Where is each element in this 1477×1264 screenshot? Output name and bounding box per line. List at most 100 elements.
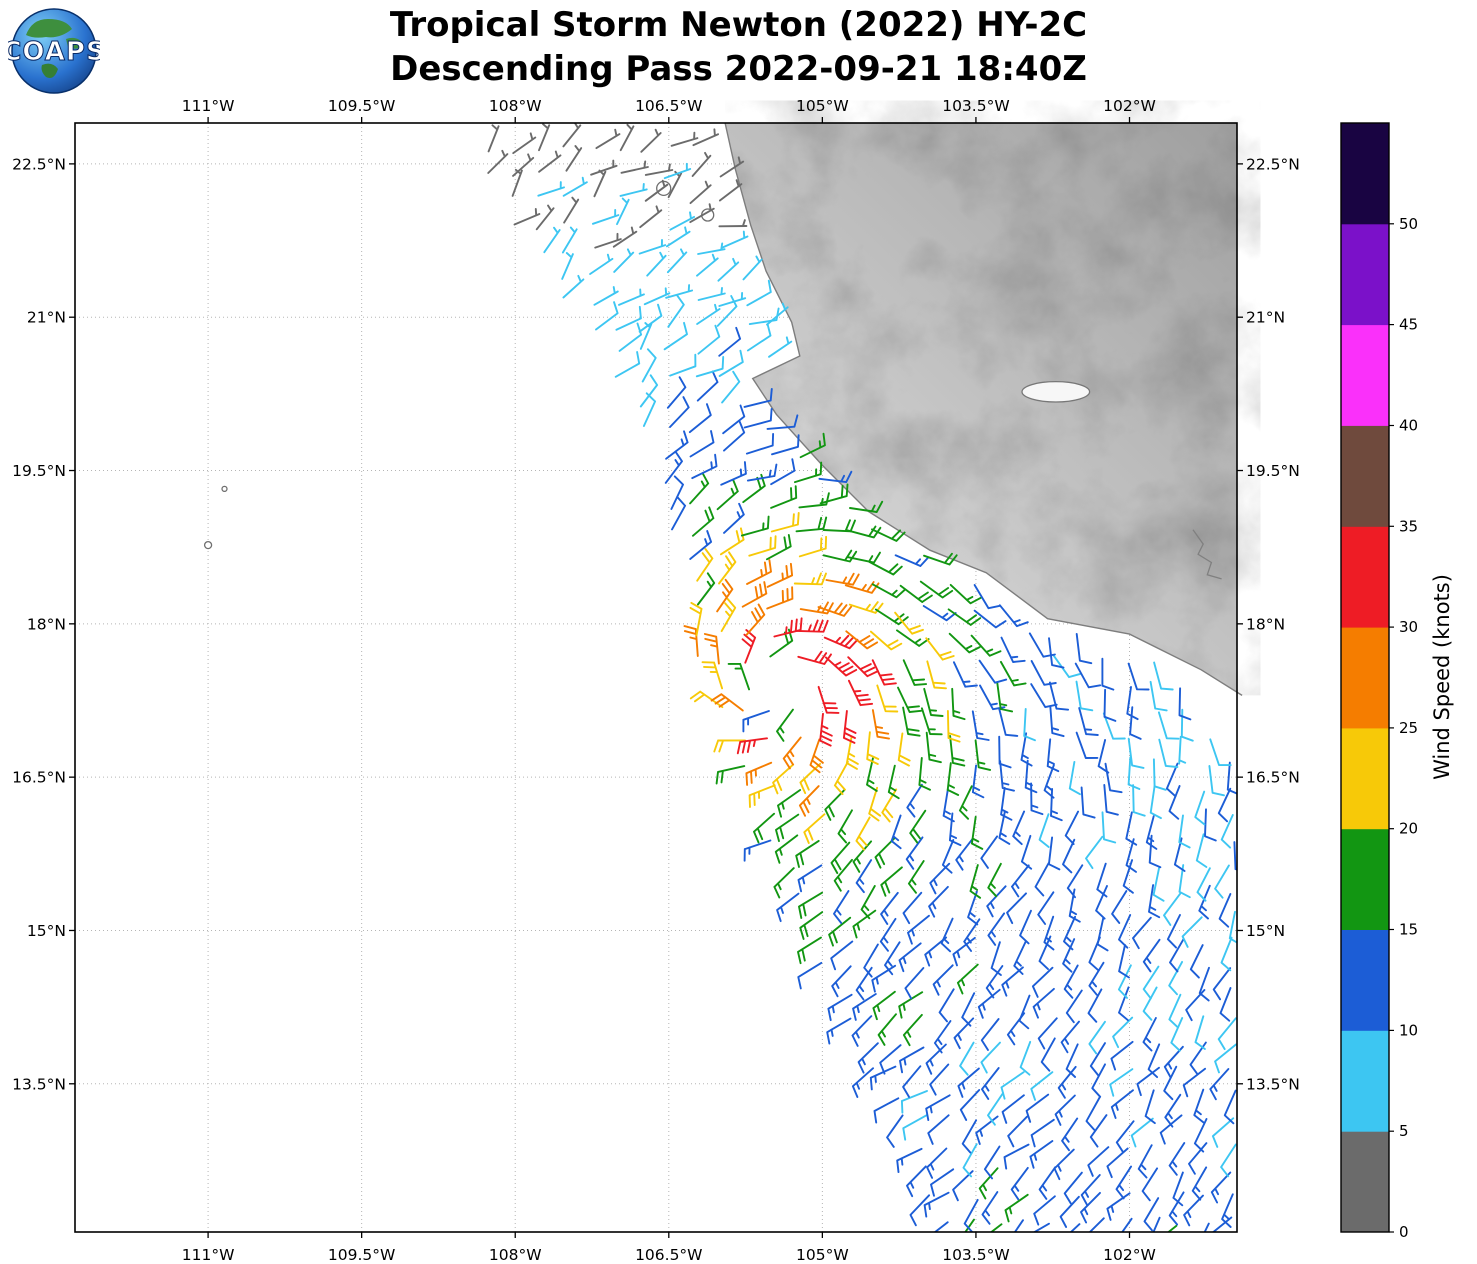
axis-ticks	[69, 117, 1243, 1238]
wind-barb	[938, 988, 955, 1023]
wind-barb	[612, 226, 638, 248]
wind-barb	[594, 232, 622, 249]
wind-barb	[742, 710, 770, 733]
lake	[1021, 380, 1091, 403]
wind-barb	[618, 288, 645, 306]
wind-barb	[955, 837, 974, 871]
wind-barb	[1220, 1143, 1237, 1178]
wind-barb	[1095, 885, 1108, 920]
wind-barb	[593, 169, 607, 198]
wind-barb	[1147, 1043, 1161, 1079]
wind-barb	[920, 707, 943, 736]
lon-tick-label: 108°W	[489, 1246, 542, 1264]
island	[221, 485, 228, 493]
wind-barb	[904, 967, 925, 1000]
wind-barb	[1062, 938, 1076, 973]
lat-tick-label: 21°N	[27, 309, 66, 327]
wind-barb	[902, 1065, 922, 1098]
wind-barb	[833, 760, 849, 796]
wind-barb	[1220, 814, 1234, 849]
wind-barb	[745, 603, 766, 636]
wind-barb	[909, 809, 927, 844]
wind-barb	[1217, 1017, 1237, 1051]
wind-barb	[593, 286, 619, 306]
wind-barb	[1223, 1089, 1237, 1125]
wind-barb	[776, 892, 800, 923]
wind-barb	[1168, 960, 1184, 996]
wind-barb	[736, 737, 768, 755]
lon-tick-label: 108°W	[489, 97, 542, 115]
colorbar: 0 5 10 15 20 25 30 35 40 45 50	[1340, 122, 1418, 1241]
wind-barb	[669, 353, 697, 377]
wind-barb	[1198, 966, 1210, 1002]
wind-barb	[1110, 1089, 1134, 1119]
wind-barb	[1204, 808, 1217, 842]
wind-barb	[773, 617, 803, 638]
wind-barb	[1065, 989, 1083, 1024]
wind-barb	[831, 965, 852, 998]
wind-barb	[1031, 966, 1054, 998]
wind-barb	[998, 604, 1029, 628]
colorbar-label: Wind Speed (knots)	[1430, 574, 1454, 780]
wind-barb	[618, 322, 643, 352]
wind-barb	[959, 1089, 981, 1121]
chart-title-line2: Descending Pass 2022-09-21 18:40Z	[390, 49, 1087, 89]
wind-barb	[949, 583, 982, 605]
wind-barb	[1142, 986, 1158, 1021]
wind-barb	[748, 535, 777, 557]
wind-barb	[1038, 813, 1050, 848]
wind-barb	[696, 303, 721, 325]
wind-barb	[899, 584, 933, 603]
colorbar-band	[1341, 929, 1389, 1031]
wind-barb	[727, 662, 751, 691]
wind-barb	[1152, 867, 1165, 902]
wind-barb	[1096, 916, 1109, 952]
wind-barb	[970, 634, 1002, 657]
wind-barb	[1000, 636, 1026, 663]
wind-barb	[1130, 1117, 1154, 1148]
wind-barb	[1033, 1195, 1056, 1226]
wind-barb	[1001, 1094, 1025, 1124]
wind-barb	[689, 430, 715, 458]
colorbar-band	[1341, 324, 1389, 426]
wind-barb	[898, 942, 922, 973]
wind-barb	[871, 583, 907, 599]
wind-barb	[1166, 914, 1181, 949]
wind-barb	[1142, 1017, 1157, 1052]
wind-barb	[1189, 1041, 1207, 1076]
colorbar-band	[1341, 526, 1389, 628]
wind-barb	[799, 762, 822, 795]
chart-title-line1: Tropical Storm Newton (2022) HY-2C	[389, 5, 1088, 45]
wind-barb	[897, 732, 911, 767]
wind-barb	[952, 661, 978, 688]
wind-barb	[948, 632, 981, 654]
wind-barb	[1034, 862, 1050, 897]
wind-barb	[643, 287, 671, 306]
wind-barb	[987, 1092, 1005, 1126]
wind-barb	[1078, 707, 1099, 736]
wind-barb	[876, 684, 899, 713]
wind-barb	[774, 834, 799, 864]
wind-barb	[740, 515, 770, 537]
wind-barb	[595, 301, 619, 331]
colorbar-tick-label: 15	[1399, 921, 1418, 939]
wind-barb	[926, 1147, 948, 1179]
wind-barb	[715, 765, 746, 785]
wind-barb	[591, 208, 620, 225]
colorbar-band	[1341, 1030, 1389, 1132]
wind-barb	[665, 284, 694, 299]
wind-barb	[620, 160, 649, 174]
wind-barb	[1085, 1096, 1101, 1131]
wind-barb	[1165, 762, 1179, 798]
wind-barb	[983, 1145, 1001, 1180]
wind-barb	[952, 936, 976, 967]
wind-barb	[1159, 1114, 1183, 1145]
wind-barb	[613, 248, 635, 273]
wind-barb	[855, 966, 873, 1001]
wind-barb	[1028, 632, 1056, 658]
wind-barb	[670, 131, 699, 147]
wind-barb	[1012, 810, 1026, 846]
wind-barb	[1118, 944, 1130, 979]
wind-barb	[721, 230, 749, 249]
wind-barb	[1049, 705, 1065, 738]
